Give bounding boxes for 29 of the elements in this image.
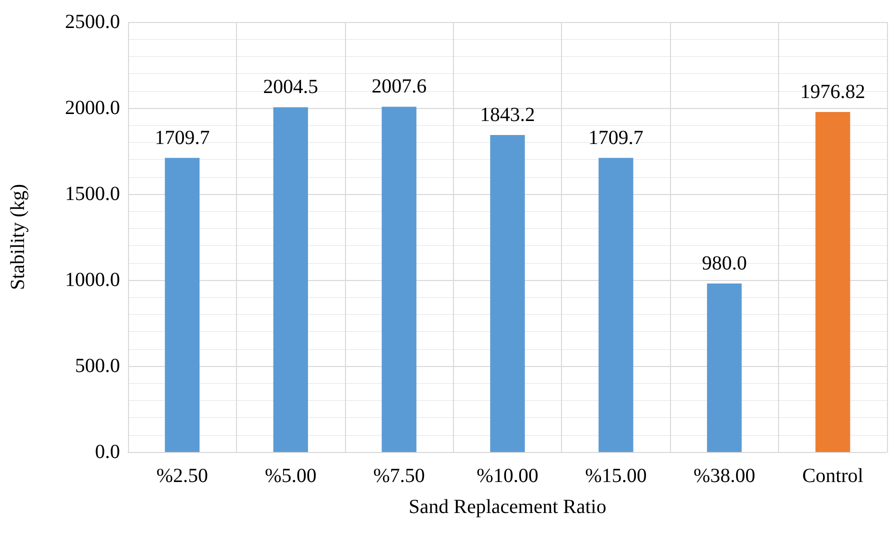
bar <box>707 283 742 452</box>
data-label: 1709.7 <box>154 126 210 149</box>
data-label: 1709.7 <box>588 126 644 149</box>
y-axis-title: Stability (kg) <box>7 184 29 290</box>
data-label: 1976.82 <box>800 80 866 103</box>
y-tick-label: 500.0 <box>75 355 120 377</box>
x-axis-title: Sand Replacement Ratio <box>408 496 606 518</box>
x-tick-label: %5.00 <box>264 465 316 487</box>
data-label: 1843.2 <box>480 104 535 126</box>
y-tick-label: 1000.0 <box>65 269 120 291</box>
bar <box>164 158 200 452</box>
data-label: 980.0 <box>702 252 747 274</box>
bar <box>598 158 634 452</box>
x-tick-label: Control <box>802 465 864 487</box>
y-tick-label: 2500.0 <box>65 11 120 33</box>
x-tick-label: %10.00 <box>476 465 538 487</box>
y-tick-label: 1500.0 <box>65 183 120 205</box>
bar <box>382 106 416 452</box>
x-tick-label: %15.00 <box>585 465 647 487</box>
bar <box>490 134 525 452</box>
data-label: 2007.6 <box>372 76 427 98</box>
data-label: 2004.5 <box>263 76 318 98</box>
y-tick-label: 2000.0 <box>65 97 120 119</box>
x-tick-label: %2.50 <box>156 465 208 487</box>
y-tick-label: 0.0 <box>95 441 120 463</box>
bar <box>273 107 308 452</box>
x-tick-label: %38.00 <box>694 465 756 487</box>
bar <box>815 112 850 452</box>
x-tick-label: %7.50 <box>373 465 425 487</box>
